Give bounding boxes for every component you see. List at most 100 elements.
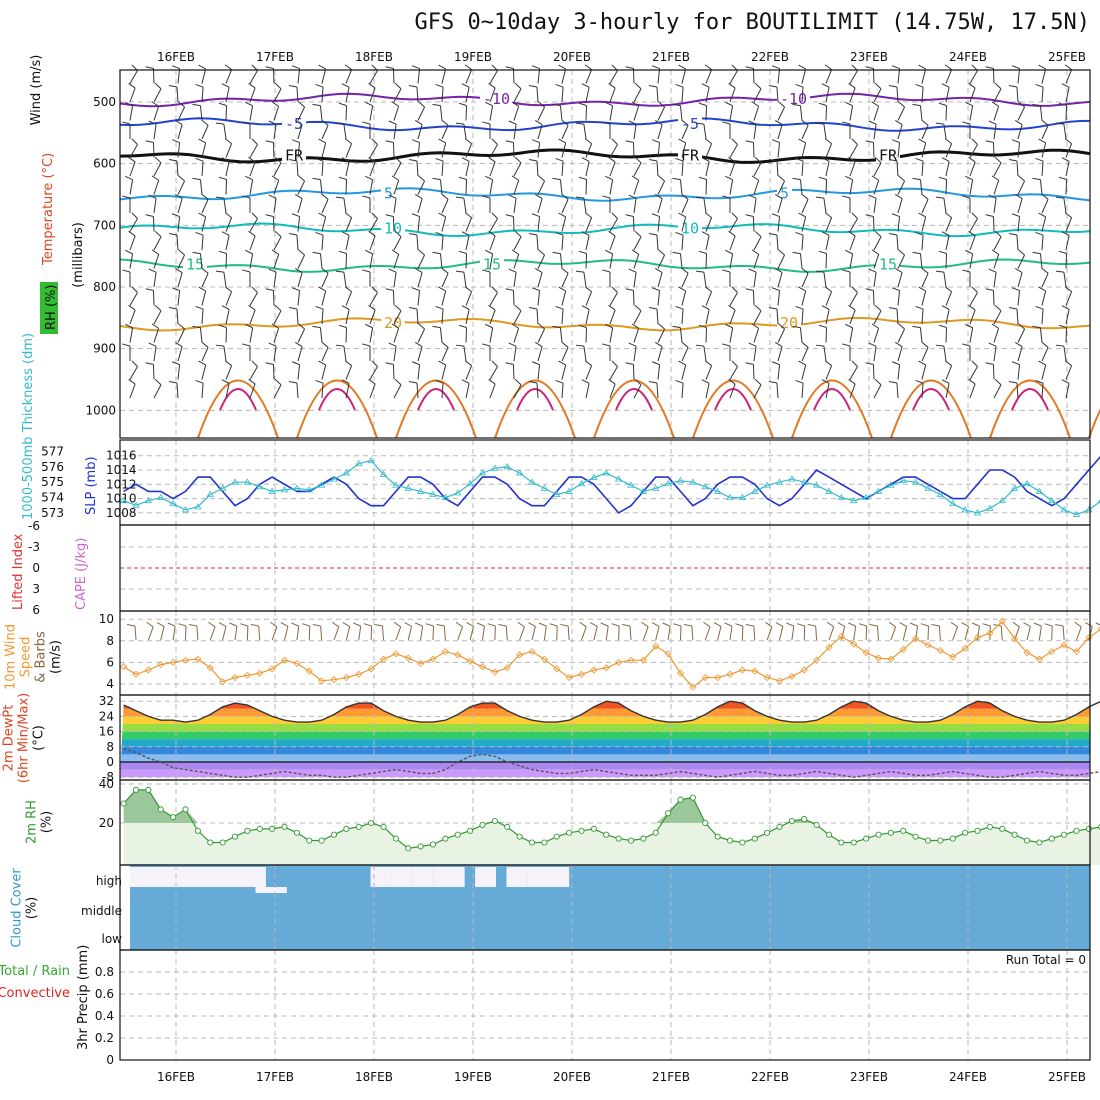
wind-barb [416,235,419,251]
wind-barb [583,198,587,214]
wind-barb [555,379,564,384]
wind-barb [249,161,256,177]
wind-barb [944,138,952,144]
wind-barb [968,82,976,89]
wind-barb [242,269,251,273]
wind-barb [224,360,232,367]
wind10m-barb [1044,623,1053,627]
wind-barb [416,309,419,325]
wind-barb [919,179,923,195]
wind10m-barb [828,626,835,641]
cape-axis-label: CAPE (J/kg) [74,538,89,610]
wind-barb [897,180,906,195]
wind-barb [944,360,952,367]
wind-barb [368,304,376,311]
wind10m-barb [964,626,969,641]
wind-barb [873,236,882,251]
thickness-marker [825,487,833,494]
isotherm-label-bg [678,114,702,131]
wind-barb [455,270,464,273]
wind-barb [131,138,138,145]
wind-barb [369,309,376,325]
thickness-marker [317,481,326,488]
wind-barb [825,69,833,84]
wind-barb [681,193,689,200]
wind-barb [531,361,540,366]
wind-barb [874,230,882,238]
wind-barb [945,69,953,84]
wind10m-barb [902,626,908,641]
wind10m-marker [367,665,375,673]
wind-barb [801,235,804,251]
wind-barb [321,364,327,380]
wind-barb [1041,290,1047,306]
wind-barb [171,213,180,218]
wind-barb [965,323,973,329]
wind-barb [609,235,616,251]
wind-barb [418,175,425,182]
wind-barb [632,68,635,84]
wind-barb [1061,83,1070,88]
wind-barb [611,286,618,293]
wind-barb [799,179,803,195]
thickness-marker [144,496,153,504]
wind-barb [815,344,824,347]
wind10m-barb [296,626,300,641]
wind-barb [561,216,567,232]
wind-barb [485,101,493,107]
wind-barb [169,381,178,384]
wind-barb [1017,124,1023,140]
wind-barb [561,309,564,325]
wind-barb [968,156,976,163]
rh2m-marker [999,825,1006,832]
wind-barb [731,286,738,293]
wind-barb [537,346,543,362]
wind-barb [1015,268,1023,274]
thickness-marker [701,483,709,490]
wind-barb [945,235,950,251]
wind-barb [201,119,209,126]
wind-barb [558,64,566,70]
wind-barb [129,161,136,177]
wind-barb [458,324,467,329]
wind-barb [849,161,856,177]
wind-barb [432,251,441,255]
wind-barb [731,212,738,219]
pressure-tick-label: 1000 [85,403,116,417]
wind-barb [201,142,207,158]
wind-barb [889,85,898,88]
temp-tick-label: 32 [99,694,114,708]
wind-barb [482,343,491,347]
thickness-marker [132,501,140,508]
wind-barb [1016,161,1019,177]
wind-barb [201,87,204,103]
wind-barb [536,309,539,325]
wind-barb [873,180,880,195]
wind-barb [465,143,473,158]
thickness-marker [268,487,276,494]
wind-barb [799,105,803,121]
wind-barb [1017,180,1026,195]
wind-barb [1039,253,1043,269]
wind-barb [705,143,713,158]
wind-barb [801,383,804,399]
wind-barb [531,287,540,292]
wind-barb [628,342,637,347]
isotherm-label: 15 [879,255,897,273]
wind-barb [145,214,154,218]
wind-barb [271,249,279,255]
wind-barb [489,144,498,158]
x-tick-label-top: 19FEB [454,50,492,64]
isotherm-25-contour [692,379,774,439]
wind-barb [728,304,736,311]
slp-tick-label: 1014 [106,463,137,477]
wind-barb [418,249,425,256]
wind-barb [296,383,299,399]
wind-barb [1061,305,1070,310]
wind-barb [675,379,684,384]
wind-barb [489,383,496,399]
wind-barb [514,230,522,238]
thickness-marker [342,469,351,476]
wind-barb [1038,360,1046,366]
wind-barb [122,195,131,199]
